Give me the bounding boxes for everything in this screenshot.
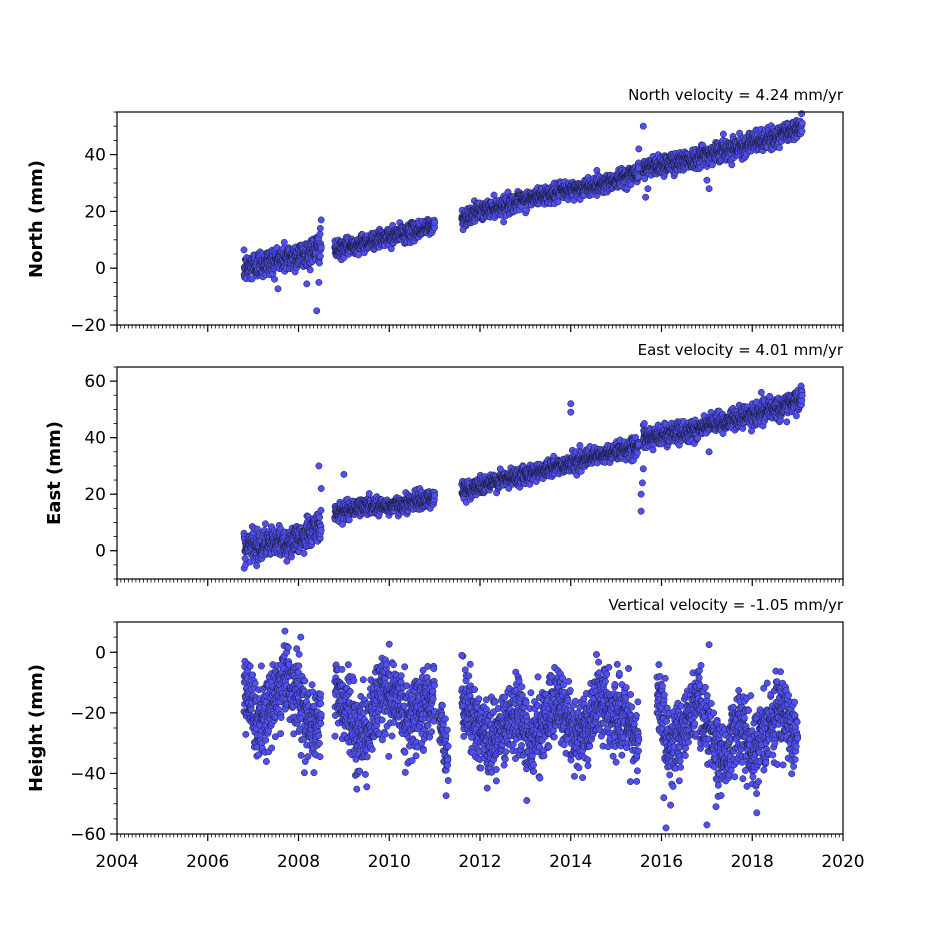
outlier-point xyxy=(315,278,323,286)
data-point xyxy=(248,275,256,283)
data-point xyxy=(240,246,248,254)
data-point xyxy=(500,218,508,226)
outlier-point xyxy=(703,176,711,184)
data-point xyxy=(719,130,727,138)
east-y-axis-label: East (mm) xyxy=(44,421,65,525)
north-ticks: −20 0 20 40 xyxy=(70,111,844,336)
data-point xyxy=(554,198,562,206)
data-point xyxy=(316,252,324,260)
data-point xyxy=(317,506,325,514)
outlier-point xyxy=(635,145,643,153)
data-point xyxy=(798,127,806,135)
data-point xyxy=(317,244,325,252)
outlier-point xyxy=(317,216,325,224)
y-tick-label: 40 xyxy=(84,429,106,449)
y-tick-label: 60 xyxy=(84,372,106,392)
data-point xyxy=(776,144,783,152)
data-point xyxy=(317,526,325,534)
outlier-point xyxy=(644,185,652,193)
data-point xyxy=(303,280,311,288)
y-tick-label: 0 xyxy=(95,259,106,279)
data-point xyxy=(316,513,324,521)
data-point xyxy=(345,516,353,524)
data-point xyxy=(365,490,373,498)
data-point xyxy=(728,161,736,169)
data-point xyxy=(253,562,261,570)
y-tick-label: 20 xyxy=(84,485,106,505)
data-point xyxy=(271,275,278,283)
north-panel: North velocity = 4.24 mm/yr North (mm) −… xyxy=(26,86,844,336)
north-y-axis-label: North (mm) xyxy=(26,160,47,278)
data-point xyxy=(306,266,314,274)
y-tick-label: −20 xyxy=(70,316,106,336)
outlier-point xyxy=(639,122,647,130)
east-points xyxy=(240,382,806,572)
data-point xyxy=(274,285,282,293)
east-ticks: 0 20 40 60 xyxy=(84,366,844,586)
data-point xyxy=(798,119,806,127)
outlier-point xyxy=(313,307,321,315)
data-point xyxy=(280,238,288,246)
data-point xyxy=(300,549,308,557)
east-panel: East velocity = 4.01 mm/yr East (mm) 0 20… xyxy=(44,341,844,586)
y-tick-label: 20 xyxy=(84,202,106,222)
data-point xyxy=(316,230,324,238)
data-point xyxy=(355,251,363,259)
north-points xyxy=(240,110,806,315)
data-point xyxy=(627,181,635,189)
outlier-point xyxy=(705,185,713,193)
y-tick-label: 40 xyxy=(84,146,106,166)
y-tick-label: 0 xyxy=(95,542,106,562)
east-velocity-title: East velocity = 4.01 mm/yr xyxy=(638,341,844,359)
data-point xyxy=(431,491,439,499)
outlier-point xyxy=(642,193,650,201)
data-point xyxy=(431,219,439,227)
data-point xyxy=(315,259,323,267)
north-velocity-title: North velocity = 4.24 mm/yr xyxy=(628,86,844,104)
outlier-point xyxy=(316,224,324,232)
data-point xyxy=(261,520,269,528)
